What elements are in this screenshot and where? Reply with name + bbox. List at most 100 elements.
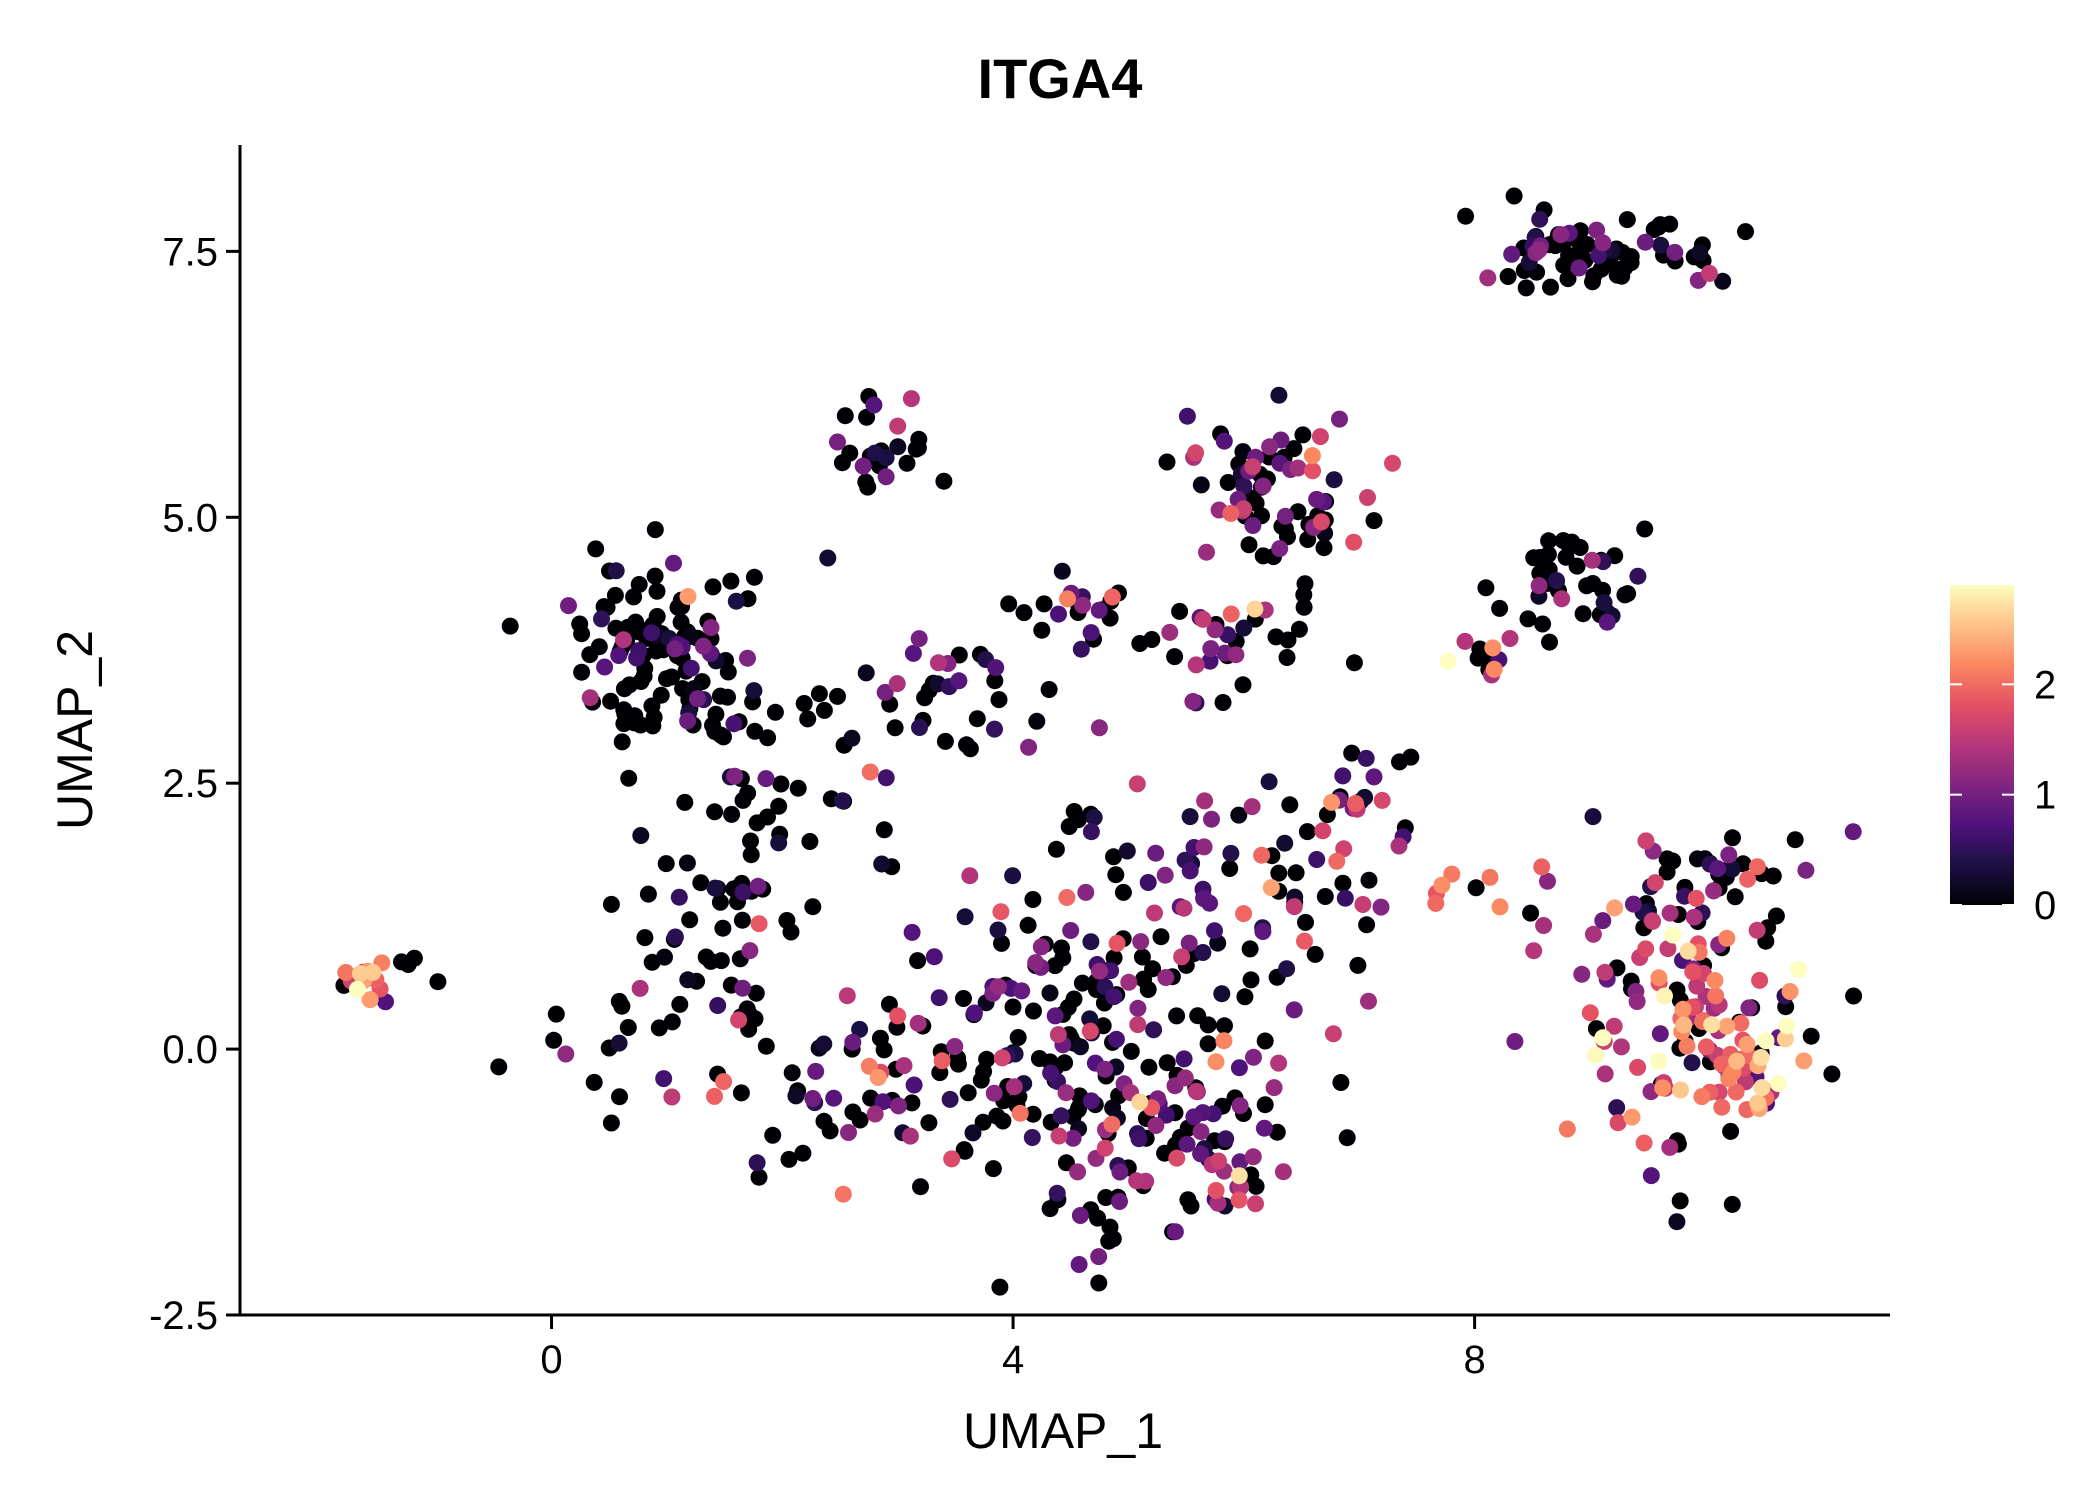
scatter-point — [1296, 932, 1313, 950]
scatter-point — [1213, 985, 1231, 1003]
scatter-point — [631, 979, 649, 997]
scatter-point — [666, 640, 684, 658]
scatter-point — [1069, 1163, 1087, 1181]
scatter-point — [1147, 1117, 1165, 1134]
scatter-point — [1194, 944, 1212, 961]
scatter-point — [590, 638, 608, 656]
scatter-point — [1040, 681, 1058, 698]
scatter-point — [935, 472, 953, 490]
scatter-point — [936, 732, 954, 750]
scatter-point — [991, 1278, 1009, 1296]
scatter-point — [1267, 628, 1285, 646]
scatter-point — [1082, 1092, 1100, 1110]
scatter-point — [875, 821, 893, 839]
scatter-point — [1242, 971, 1260, 989]
scatter-point — [1714, 272, 1732, 290]
scatter-point — [1217, 1130, 1235, 1148]
scatter-point — [865, 396, 883, 414]
scatter-point — [858, 408, 876, 426]
scatter-point — [1561, 538, 1579, 556]
scatter-point — [804, 898, 822, 916]
y-tick-label: 0.0 — [162, 1028, 218, 1072]
scatter-point — [648, 582, 666, 600]
scatter-point — [1192, 1123, 1210, 1141]
scatter-point — [829, 687, 846, 705]
scatter-point — [1587, 1046, 1605, 1064]
scatter-point — [596, 658, 614, 676]
scatter-point — [1757, 1032, 1775, 1050]
scatter-point — [1360, 992, 1377, 1010]
scatter-point — [1727, 1083, 1745, 1101]
scatter-point — [1467, 879, 1485, 897]
scatter-point — [646, 521, 664, 539]
scatter-point — [857, 664, 875, 682]
scatter-point — [1786, 831, 1804, 849]
scatter-point — [1484, 639, 1502, 657]
scatter-point — [490, 1058, 508, 1076]
scatter-point — [1636, 233, 1654, 251]
scatter-point — [643, 624, 660, 642]
scatter-point — [1027, 954, 1045, 972]
scatter-point — [1050, 1127, 1068, 1145]
scatter-point — [1203, 810, 1220, 828]
scatter-point — [560, 597, 577, 615]
scatter-point — [1596, 1065, 1614, 1083]
scatter-point — [1105, 848, 1122, 866]
scatter-point — [663, 1088, 681, 1106]
scatter-point — [1057, 1084, 1075, 1102]
scatter-point — [1168, 1149, 1186, 1167]
scatter-point — [1629, 1058, 1647, 1076]
scatter-point — [644, 717, 662, 735]
colorbar-tick-label: 0 — [2034, 884, 2056, 928]
scatter-point — [984, 1160, 1002, 1178]
scatter-point — [610, 1034, 628, 1052]
scatter-point — [1720, 846, 1738, 864]
scatter-point — [834, 1185, 852, 1203]
scatter-point — [1287, 864, 1305, 882]
scatter-point — [1308, 851, 1326, 868]
scatter-point — [581, 689, 599, 707]
scatter-point — [650, 1019, 668, 1037]
scatter-point — [1058, 889, 1076, 906]
scatter-point — [840, 1124, 857, 1141]
x-tick-label: 0 — [540, 1338, 562, 1382]
scatter-point — [946, 1038, 964, 1055]
scatter-point — [905, 1076, 923, 1094]
scatter-point — [1128, 1172, 1146, 1190]
scatter-point — [990, 691, 1008, 709]
scatter-point — [1024, 1105, 1042, 1123]
scatter-point — [1234, 676, 1252, 694]
y-tick-label: 7.5 — [162, 230, 218, 274]
scatter-point — [1573, 965, 1591, 983]
scatter-point — [670, 888, 688, 906]
scatter-point — [1216, 1017, 1233, 1035]
scatter-point — [715, 1073, 733, 1091]
scatter-point — [886, 719, 904, 737]
scatter-point — [1158, 453, 1176, 471]
scatter-point — [1070, 1256, 1088, 1273]
scatter-point — [585, 1073, 603, 1091]
scatter-point — [1778, 1017, 1796, 1035]
scatter-point — [787, 1087, 805, 1105]
scatter-point — [1616, 586, 1634, 604]
scatter-point — [739, 649, 756, 667]
scatter-point — [1748, 921, 1766, 939]
scatter-point — [1802, 1027, 1820, 1045]
scatter-point — [1015, 604, 1033, 622]
scatter-point — [1178, 407, 1196, 425]
x-axis-title: UMAP_1 — [963, 1403, 1163, 1459]
scatter-point — [1180, 934, 1198, 952]
scatter-point — [836, 407, 854, 425]
scatter-point — [904, 644, 922, 662]
scatter-point — [1345, 533, 1363, 551]
scatter-point — [1062, 922, 1080, 939]
scatter-point — [1594, 912, 1612, 930]
y-axis-ticks: -2.5 0.0 2.5 5.0 7.5 — [149, 230, 240, 1338]
scatter-point — [1270, 1054, 1288, 1072]
scatter-point — [1235, 500, 1253, 518]
scatter-point — [1314, 822, 1332, 840]
scatter-point — [1020, 738, 1038, 756]
scatter-point — [1089, 1209, 1107, 1227]
scatter-point — [985, 1084, 1003, 1102]
scatter-point — [1090, 1274, 1108, 1292]
